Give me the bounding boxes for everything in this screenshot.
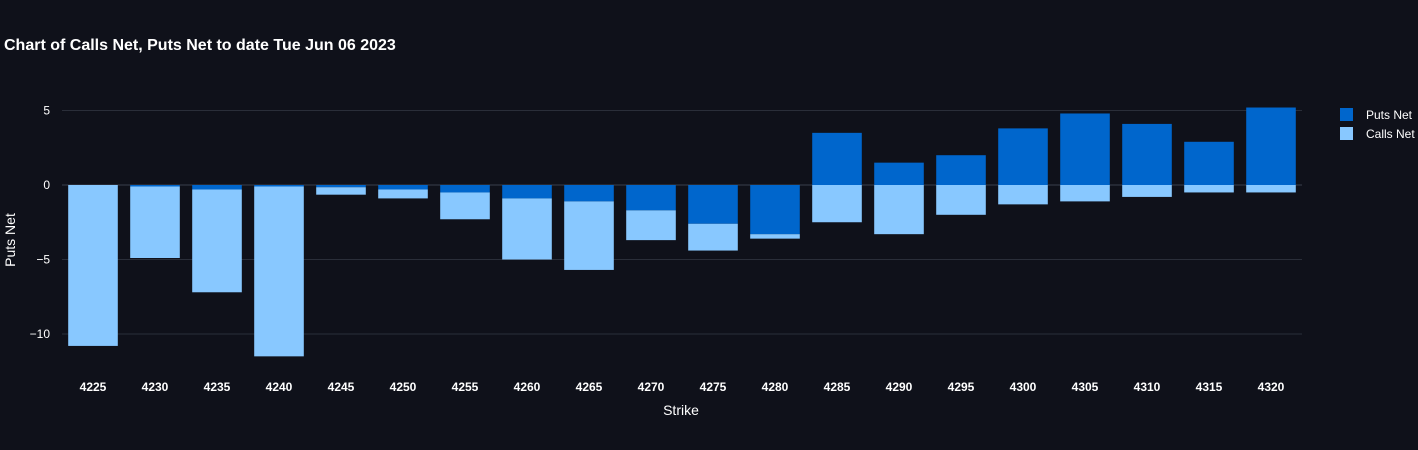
- grid-layer: [62, 110, 1302, 335]
- bar-puts-net-4305: [1060, 113, 1110, 185]
- y-tick-label: −10: [30, 327, 51, 341]
- x-tick-label: 4320: [1258, 380, 1285, 394]
- x-tick-label: 4280: [762, 380, 789, 394]
- bar-puts-net-4310: [1122, 123, 1172, 185]
- bar-calls-net-4240: [254, 186, 304, 357]
- bar-puts-net-4245: [316, 185, 366, 188]
- bar-puts-net-4295: [936, 155, 986, 185]
- bar-puts-net-4240: [254, 185, 304, 187]
- legend: Puts Net Calls Net: [1340, 108, 1415, 141]
- bar-calls-net-4310: [1122, 185, 1172, 197]
- x-tick-label: 4230: [142, 380, 169, 394]
- bar-calls-net-4320: [1246, 185, 1296, 193]
- x-tick-label: 4275: [700, 380, 727, 394]
- bar-calls-net-4295: [936, 185, 986, 215]
- x-tick-label: 4225: [80, 380, 107, 394]
- bar-calls-net-4290: [874, 185, 924, 235]
- legend-label: Puts Net: [1366, 108, 1413, 122]
- legend-swatch: [1340, 108, 1353, 121]
- bar-puts-net-4255: [440, 185, 490, 193]
- bar-calls-net-4255: [440, 192, 490, 220]
- bar-calls-net-4225: [68, 185, 118, 346]
- bar-calls-net-4265: [564, 201, 614, 270]
- legend-label: Calls Net: [1366, 127, 1415, 141]
- bar-puts-net-4285: [812, 132, 862, 185]
- bar-calls-net-4245: [316, 187, 366, 195]
- bar-puts-net-4290: [874, 162, 924, 185]
- bar-calls-net-4285: [812, 185, 862, 223]
- bar-puts-net-4250: [378, 185, 428, 190]
- bar-puts-net-4260: [502, 185, 552, 199]
- x-axis: 4225 4230 4235 4240 4245 4250 4255 4260 4265 4270…: [80, 380, 1285, 394]
- y-tick-label: −5: [36, 253, 50, 267]
- bar-calls-net-4270: [626, 210, 676, 241]
- x-tick-label: 4270: [638, 380, 665, 394]
- bar-calls-net-4305: [1060, 185, 1110, 202]
- y-axis: 5 0 −5 −10: [30, 104, 51, 342]
- bar-puts-net-4315: [1184, 141, 1234, 185]
- bar-puts-net-4300: [998, 128, 1048, 185]
- bar-calls-net-4235: [192, 189, 242, 293]
- x-tick-label: 4315: [1196, 380, 1223, 394]
- x-tick-label: 4295: [948, 380, 975, 394]
- legend-swatch: [1340, 127, 1353, 140]
- x-tick-label: 4265: [576, 380, 603, 394]
- x-tick-label: 4240: [266, 380, 293, 394]
- bar-puts-net-4230: [130, 185, 180, 187]
- x-tick-label: 4290: [886, 380, 913, 394]
- x-tick-label: 4250: [390, 380, 417, 394]
- x-axis-title: Strike: [663, 402, 699, 418]
- bar-puts-net-4270: [626, 185, 676, 211]
- bar-calls-net-4300: [998, 185, 1048, 205]
- y-tick-label: 5: [43, 104, 50, 118]
- bar-puts-net-4265: [564, 185, 614, 202]
- chart-title: Chart of Calls Net, Puts Net to date Tue…: [4, 37, 396, 54]
- x-tick-label: 4235: [204, 380, 231, 394]
- bar-puts-net-4320: [1246, 107, 1296, 185]
- x-tick-label: 4245: [328, 380, 355, 394]
- bar-calls-net-4280: [750, 234, 800, 239]
- bar-layer: [68, 107, 1296, 357]
- bar-puts-net-4280: [750, 185, 800, 235]
- bar-calls-net-4275: [688, 223, 738, 251]
- x-tick-label: 4300: [1010, 380, 1037, 394]
- bar-calls-net-4260: [502, 198, 552, 260]
- bar-calls-net-4230: [130, 186, 180, 259]
- bar-puts-net-4275: [688, 185, 738, 224]
- bar-calls-net-4250: [378, 189, 428, 199]
- bar-calls-net-4315: [1184, 185, 1234, 193]
- x-tick-label: 4285: [824, 380, 851, 394]
- bar-puts-net-4235: [192, 185, 242, 190]
- x-tick-label: 4260: [514, 380, 541, 394]
- y-tick-label: 0: [43, 178, 50, 192]
- x-tick-label: 4255: [452, 380, 479, 394]
- x-tick-label: 4305: [1072, 380, 1099, 394]
- x-tick-label: 4310: [1134, 380, 1161, 394]
- y-axis-title: Puts Net: [2, 213, 18, 267]
